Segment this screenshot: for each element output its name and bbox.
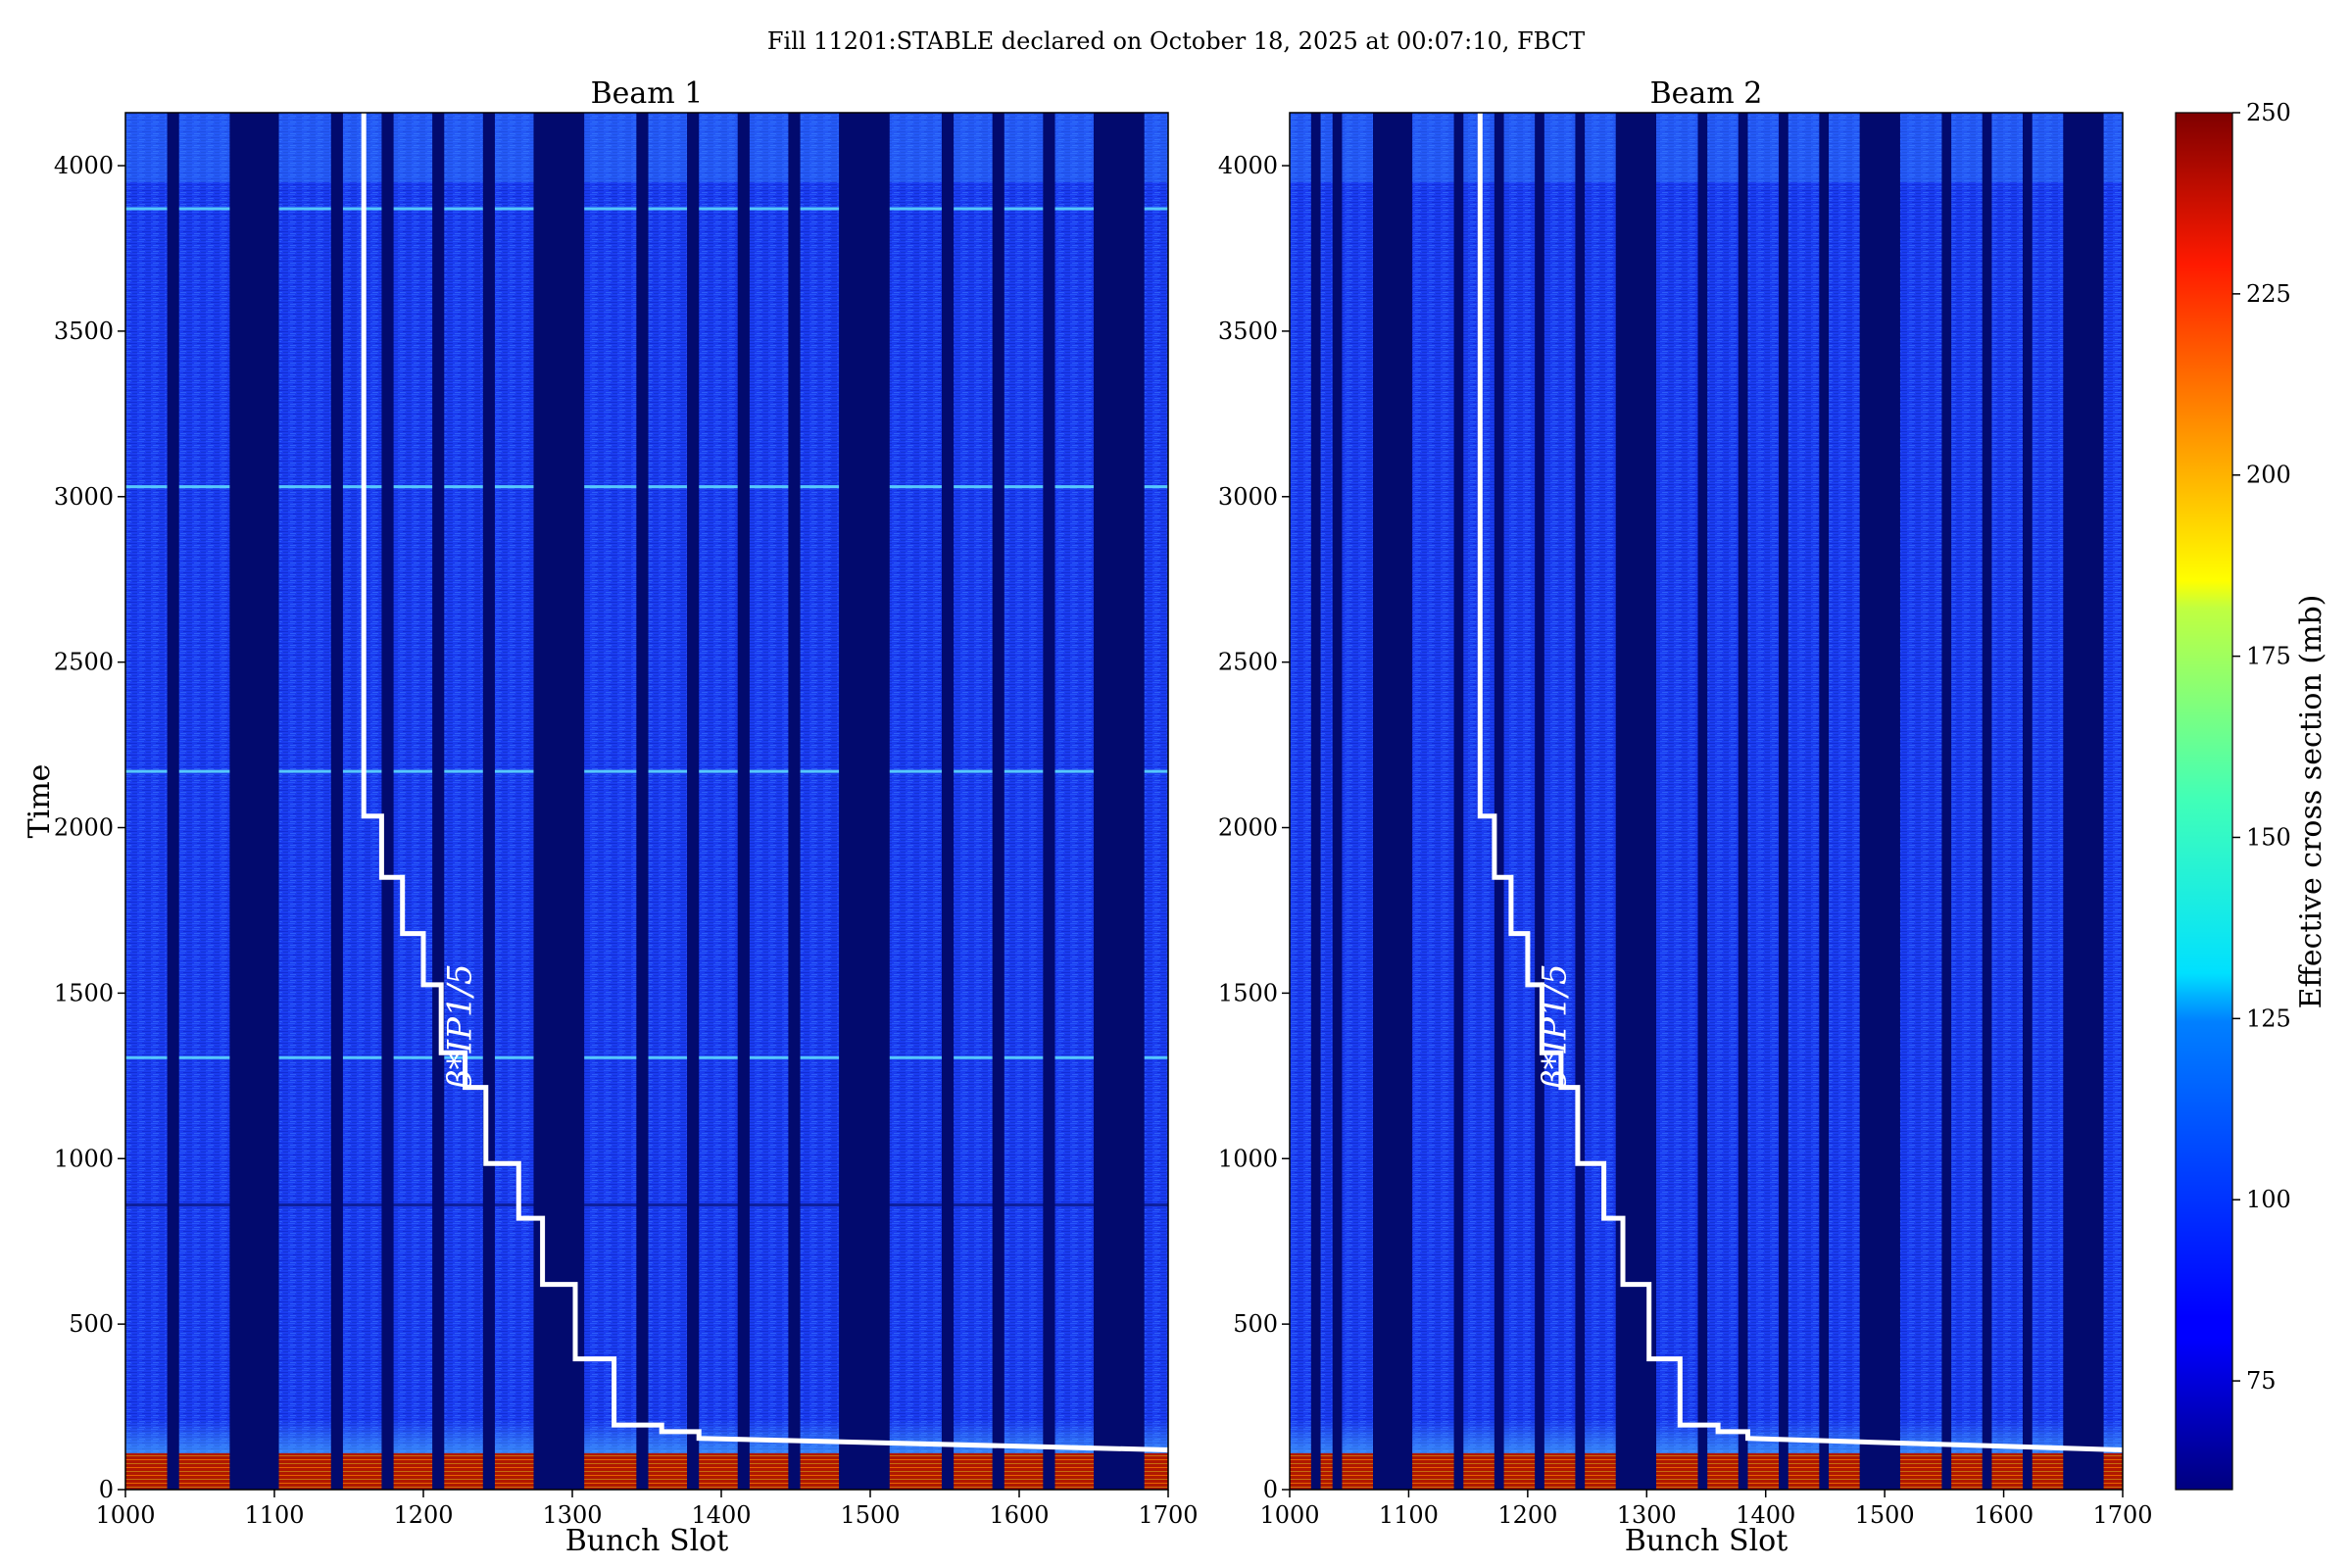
empty-slot-column [1043,113,1055,1490]
x-tick-label: 1400 [1736,1501,1795,1529]
colorbar: 75 100 125 150 175 200 225 250 Effective cross … [2175,99,2328,1491]
empty-slot-column [1819,113,1830,1490]
colorbar-ticks: 75 100 125 150 175 200 225 250 [2232,99,2291,1395]
empty-slot-column [1094,113,1145,1490]
y-tick-label: 2500 [1218,649,1278,676]
x-tick-label: 1300 [1617,1501,1677,1529]
beta-star-line [361,113,1169,1452]
beta-star-label: β*IP1/5 [441,963,480,1091]
colorbar-label: Effective cross section (mb) [2294,595,2328,1009]
x-tick-label: 1700 [1138,1501,1198,1529]
y-tick-label: 3000 [54,483,114,511]
x-tick-label: 1100 [1379,1501,1439,1529]
empty-slot-column [1332,113,1343,1490]
x-tick-label: 1600 [1974,1501,2034,1529]
empty-slot-column [1738,113,1748,1490]
empty-slot-column [167,113,179,1490]
x-tick-label: 1500 [840,1501,900,1529]
y-tick-label: 2500 [54,649,114,676]
colorbar-tick-label: 150 [2246,823,2291,851]
x-tick-label: 1200 [1497,1501,1557,1529]
plot-frame [124,112,1169,1491]
y-tick-label: 4000 [54,152,114,179]
x-axis-label: Bunch Slot [565,1524,729,1558]
empty-slot-column [432,113,445,1490]
colorbar-gradient [2175,112,2233,1491]
panel-title: Beam 1 [591,76,704,111]
empty-slot-column [1535,113,1544,1490]
x-axis-label: Bunch Slot [1625,1524,1788,1558]
x-tick-label: 1600 [989,1501,1049,1529]
beta-star-label: β*IP1/5 [1536,963,1575,1091]
x-tick-label: 1000 [1259,1501,1319,1529]
empty-slot-column [330,113,343,1490]
x-tick-label: 1400 [691,1501,751,1529]
x-tick-label: 1100 [244,1501,304,1529]
chart-title: Fill 11201:STABLE declared on October 18… [767,27,1585,55]
y-tick-label: 0 [99,1476,114,1503]
empty-slot-column [687,113,700,1490]
empty-slot-column [636,113,649,1490]
y-tick-label: 500 [1233,1310,1278,1338]
panel-beam-2: β*IP1/5 1000 1100 1200 1300 1400 1500 1600 1700 0… [1218,76,2153,1558]
empty-slot-column [1494,113,1504,1490]
y-tick-label: 3500 [54,318,114,345]
colorbar-tick-label: 250 [2246,99,2291,126]
empty-slot-column [992,113,1004,1490]
y-tick-label: 1500 [1218,979,1278,1006]
empty-slot-column [381,113,394,1490]
x-tick-label: 1000 [95,1501,155,1529]
y-tick-label: 500 [69,1310,114,1338]
y-tick-label: 3000 [1218,483,1278,511]
colorbar-tick-label: 175 [2246,643,2291,670]
empty-slot-column [2063,113,2104,1490]
empty-slot-column [1453,113,1464,1490]
panel-title: Beam 2 [1650,76,1763,111]
x-tick-label: 1500 [1855,1501,1915,1529]
empty-slot-column [1697,113,1708,1490]
empty-slot-column [1373,113,1413,1490]
y-axis-label: Time [23,764,57,839]
empty-slot-column [482,113,495,1490]
y-tick-label: 4000 [1218,152,1278,179]
y-tick-label: 3500 [1218,318,1278,345]
colorbar-tick-label: 100 [2246,1186,2291,1213]
colorbar-tick-label: 225 [2246,280,2291,308]
empty-slot-column [1310,113,1321,1490]
empty-slot-column [737,113,750,1490]
empty-slot-column [1859,113,1900,1490]
empty-slot-column [2023,113,2033,1490]
colorbar-tick-label: 75 [2246,1367,2277,1395]
plot-frame [1289,112,2124,1491]
panel-beam-1: β*IP1/5 1000 1100 1200 1300 1400 1500 1600 1700 0… [23,76,1199,1558]
y-tick-label: 1000 [1218,1145,1278,1172]
x-tick-label: 1700 [2092,1501,2152,1529]
empty-slot-column [941,113,955,1490]
empty-slot-column [788,113,801,1490]
y-tick-label: 1000 [54,1145,114,1172]
empty-slot-column [839,113,890,1490]
colorbar-tick-label: 125 [2246,1004,2291,1032]
y-tick-label: 1500 [54,979,114,1006]
empty-slot-column [229,113,279,1490]
empty-slot-column [1982,113,1992,1490]
beta-star-line [1477,113,2124,1452]
empty-slot-column [1779,113,1788,1490]
colorbar-tick-label: 200 [2246,462,2291,489]
empty-slot-column [1941,113,1952,1490]
y-tick-label: 2000 [54,814,114,842]
y-tick-label: 2000 [1218,814,1278,842]
x-tick-label: 1300 [542,1501,602,1529]
empty-slot-column [1575,113,1586,1490]
y-tick-label: 0 [1263,1476,1278,1503]
x-tick-label: 1200 [393,1501,453,1529]
